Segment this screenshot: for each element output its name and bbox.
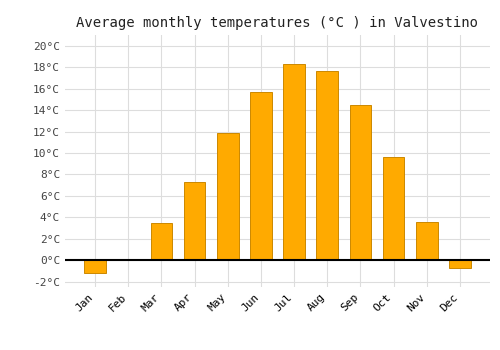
- Bar: [284, 64, 305, 260]
- Bar: [383, 157, 404, 260]
- Bar: [150, 223, 172, 260]
- Bar: [250, 92, 272, 260]
- Bar: [217, 133, 238, 260]
- Bar: [350, 105, 371, 260]
- Bar: [449, 260, 470, 268]
- Bar: [118, 259, 139, 260]
- Bar: [416, 222, 438, 260]
- Title: Average monthly temperatures (°C ) in Valvestino: Average monthly temperatures (°C ) in Va…: [76, 16, 478, 30]
- Bar: [184, 182, 206, 260]
- Bar: [316, 71, 338, 260]
- Bar: [84, 260, 106, 273]
